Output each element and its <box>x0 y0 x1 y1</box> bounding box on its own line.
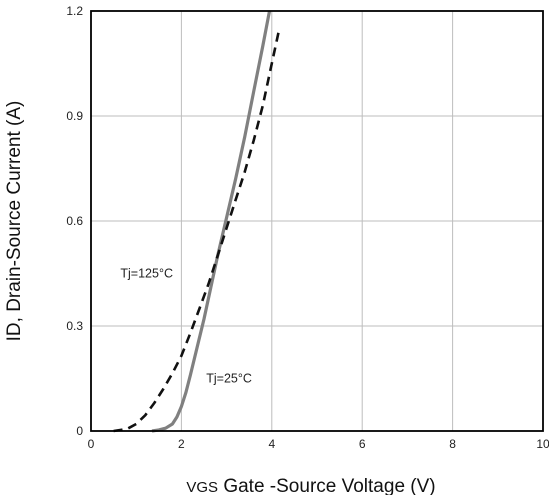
x-tick-label: 8 <box>449 437 456 451</box>
y-tick-label: 0.9 <box>66 109 83 123</box>
y-tick-label: 1.2 <box>66 4 83 18</box>
tick-labels: 0 2 4 6 8 10 0 0.3 0.6 0.9 1.2 <box>66 4 549 451</box>
x-axis-title-text: Gate -Source Voltage (V) <box>218 476 436 495</box>
series-annotation: Tj=125°C <box>120 267 173 281</box>
y-axis-title: ID, Drain-Source Current (A) <box>4 101 25 342</box>
series-line-tj125 <box>113 31 280 433</box>
y-tick-label: 0 <box>76 424 83 438</box>
x-tick-label: 0 <box>88 437 95 451</box>
x-tick-label: 4 <box>268 437 275 451</box>
plot-frame <box>90 10 544 432</box>
x-axis-title: VGS Gate -Source Voltage (V) <box>186 476 435 495</box>
series-line-tj25 <box>151 10 272 433</box>
y-tick-label: 0.6 <box>66 214 83 228</box>
x-tick-label: 10 <box>536 437 549 451</box>
x-tick-label: 2 <box>178 437 185 451</box>
grid <box>91 11 543 431</box>
annotations: Tj=125°C Tj=25°C <box>120 267 252 386</box>
series-layer <box>113 10 280 433</box>
x-axis-title-symbol: VGS <box>186 479 218 495</box>
x-tick-label: 6 <box>359 437 366 451</box>
y-tick-label: 0.3 <box>66 319 83 333</box>
series-annotation: Tj=25°C <box>206 372 252 386</box>
